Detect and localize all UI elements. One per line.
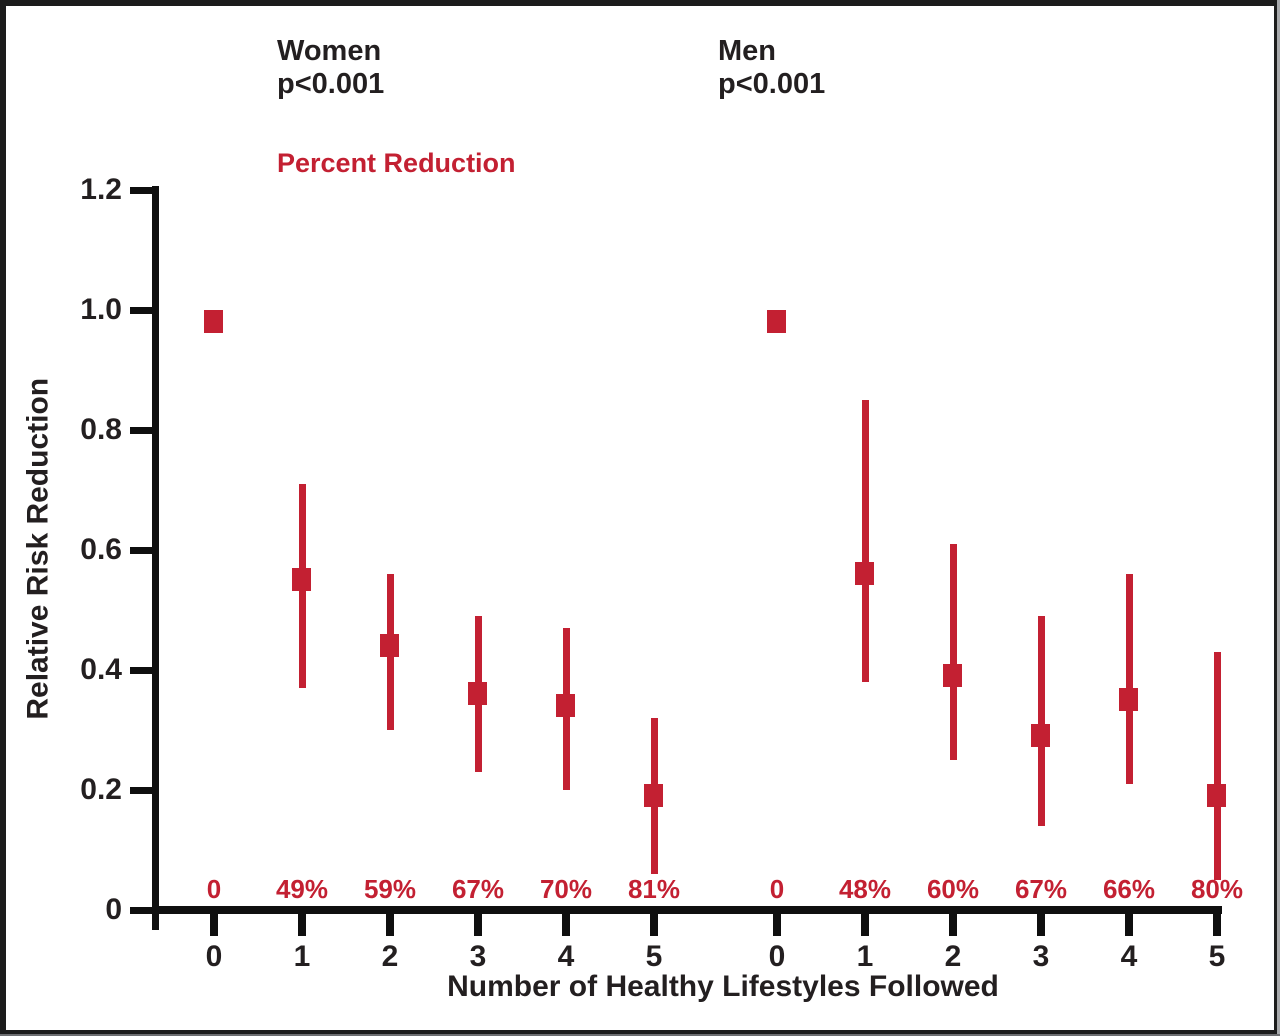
error-bar	[1214, 652, 1221, 880]
y-tick	[130, 667, 159, 674]
x-tick	[474, 914, 482, 936]
data-point	[767, 310, 786, 333]
y-tick	[130, 307, 159, 314]
x-tick	[1213, 914, 1221, 936]
x-axis-title: Number of Healthy Lifestyles Followed	[447, 970, 999, 1003]
error-bar	[950, 544, 957, 760]
x-tick	[949, 914, 957, 936]
x-tick-label: 0	[205, 940, 223, 973]
y-tick	[130, 907, 159, 914]
data-point	[380, 634, 399, 657]
error-bar	[1126, 574, 1133, 784]
x-tick	[861, 914, 869, 936]
x-tick-label: 2	[381, 940, 399, 973]
percent-reduction-label: 0	[769, 874, 785, 904]
percent-reduction-label: 66%	[1102, 874, 1156, 904]
x-tick-label: 0	[768, 940, 786, 973]
men-p-value: p<0.001	[718, 68, 826, 100]
percent-reduction-label: 67%	[451, 874, 505, 904]
data-point	[943, 664, 962, 687]
x-tick-label: 3	[1032, 940, 1050, 973]
y-tick-label: 1.2	[80, 173, 122, 206]
y-axis-line	[152, 186, 159, 930]
men-panel-title: Men	[718, 35, 776, 67]
x-tick-label: 5	[645, 940, 663, 973]
data-point	[556, 694, 575, 717]
y-tick-label: 0.2	[80, 773, 122, 806]
screenshot-edge-bottom	[0, 1034, 1280, 1036]
y-tick-label: 0	[105, 893, 122, 926]
y-tick-label: 1.0	[80, 293, 122, 326]
error-bar	[1038, 616, 1045, 826]
x-tick	[1125, 914, 1133, 936]
x-tick	[298, 914, 306, 936]
y-tick	[130, 187, 159, 194]
x-tick-label: 5	[1208, 940, 1226, 973]
x-tick-label: 4	[557, 940, 575, 973]
data-point	[292, 568, 311, 591]
y-tick-label: 0.8	[80, 413, 122, 446]
data-point	[855, 562, 874, 585]
screenshot-edge-right	[1277, 0, 1280, 1036]
x-tick-label: 2	[944, 940, 962, 973]
percent-reduction-label: 67%	[1014, 874, 1068, 904]
x-tick-label: 4	[1120, 940, 1138, 973]
percent-reduction-label: 81%	[627, 874, 681, 904]
data-point	[204, 310, 223, 333]
error-bar	[862, 400, 869, 682]
y-tick-label: 0.4	[80, 653, 122, 686]
x-axis-line	[152, 906, 1222, 914]
percent-reduction-label: 70%	[539, 874, 593, 904]
y-tick	[130, 547, 159, 554]
data-point	[468, 682, 487, 705]
percent-reduction-label: 60%	[926, 874, 980, 904]
women-panel-title: Women	[277, 35, 382, 67]
x-tick	[773, 914, 781, 936]
percent-reduction-label: 59%	[363, 874, 417, 904]
x-tick	[386, 914, 394, 936]
x-tick	[1037, 914, 1045, 936]
x-tick-label: 3	[469, 940, 487, 973]
x-tick-label: 1	[856, 940, 874, 973]
y-tick	[130, 787, 159, 794]
percent-reduction-heading: Percent Reduction	[277, 148, 516, 178]
women-p-value: p<0.001	[277, 68, 385, 100]
x-tick	[650, 914, 658, 936]
percent-reduction-label: 0	[206, 874, 222, 904]
data-point	[644, 784, 663, 807]
y-tick	[130, 427, 159, 434]
data-point	[1119, 688, 1138, 711]
data-point	[1207, 784, 1226, 807]
x-tick	[562, 914, 570, 936]
x-tick-label: 1	[293, 940, 311, 973]
percent-reduction-label: 48%	[838, 874, 892, 904]
data-point	[1031, 724, 1050, 747]
percent-reduction-label: 49%	[275, 874, 329, 904]
y-tick-label: 0.6	[80, 533, 122, 566]
x-tick	[210, 914, 218, 936]
